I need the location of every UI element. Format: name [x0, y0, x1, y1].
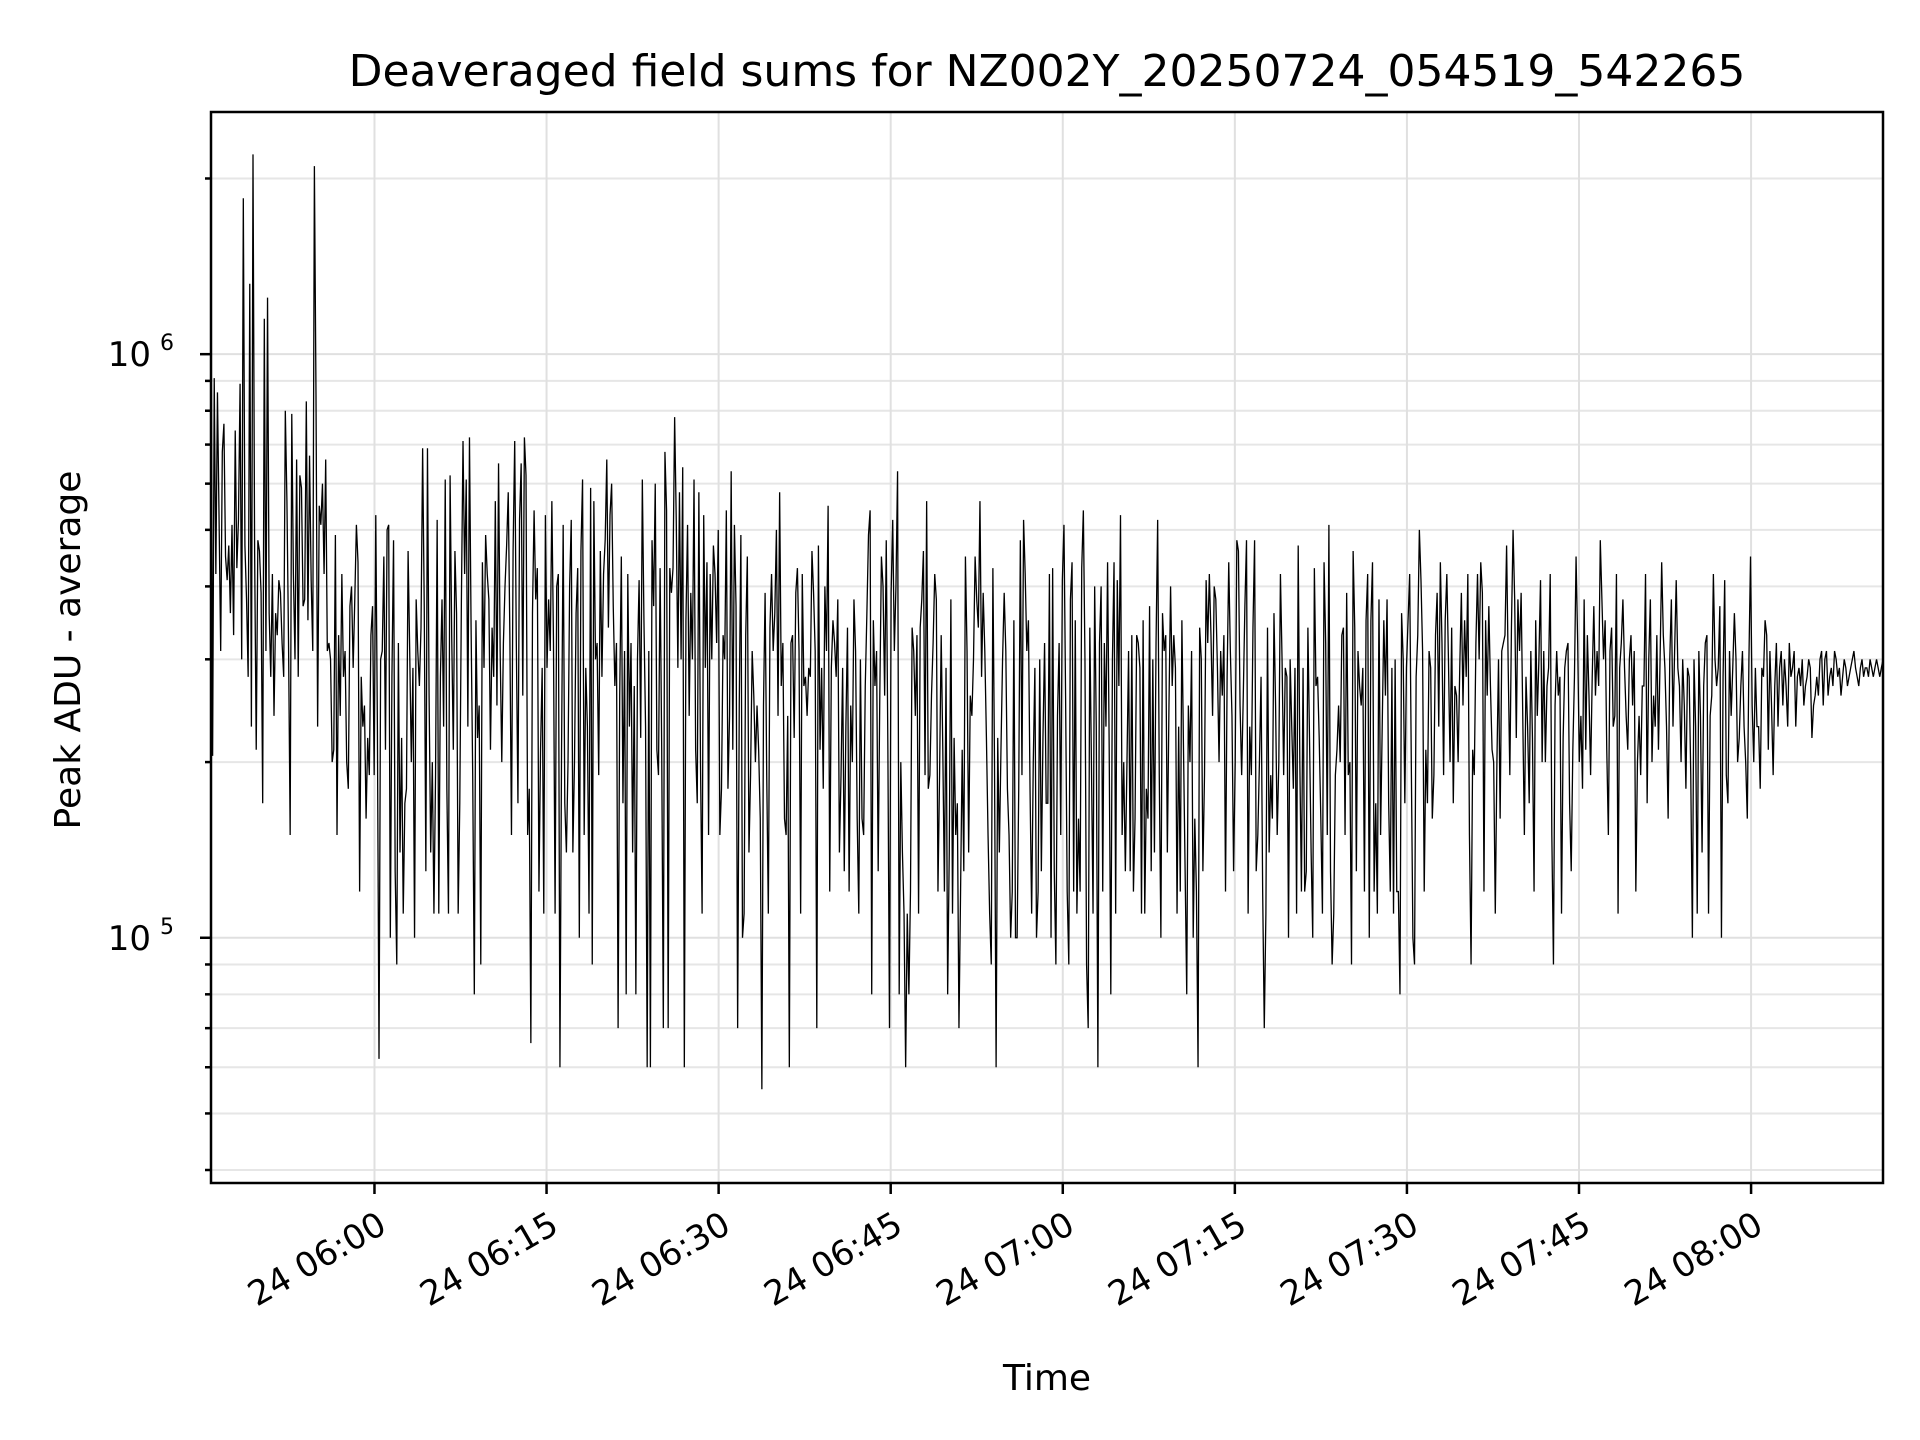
y-tick-base: 10 — [108, 919, 151, 959]
y-axis-ticks: 10 5 10 6 — [108, 177, 211, 1172]
y-tick-base: 10 — [108, 335, 151, 375]
series-line-0 — [210, 154, 1884, 1090]
y-tick-exponent: 6 — [160, 331, 174, 356]
y-tick-label: 10 — [108, 335, 151, 375]
series-layer — [210, 154, 1884, 1090]
y-axis-label: Peak ADU - average — [48, 471, 89, 830]
plot-frame — [209, 110, 1885, 1185]
chart-title: Deaveraged field sums for NZ002Y_2025072… — [349, 46, 1746, 97]
y-tick-label: 10 — [108, 919, 151, 959]
y-tick-exponent: 5 — [160, 915, 174, 940]
x-axis-label: Time — [1002, 1358, 1091, 1399]
